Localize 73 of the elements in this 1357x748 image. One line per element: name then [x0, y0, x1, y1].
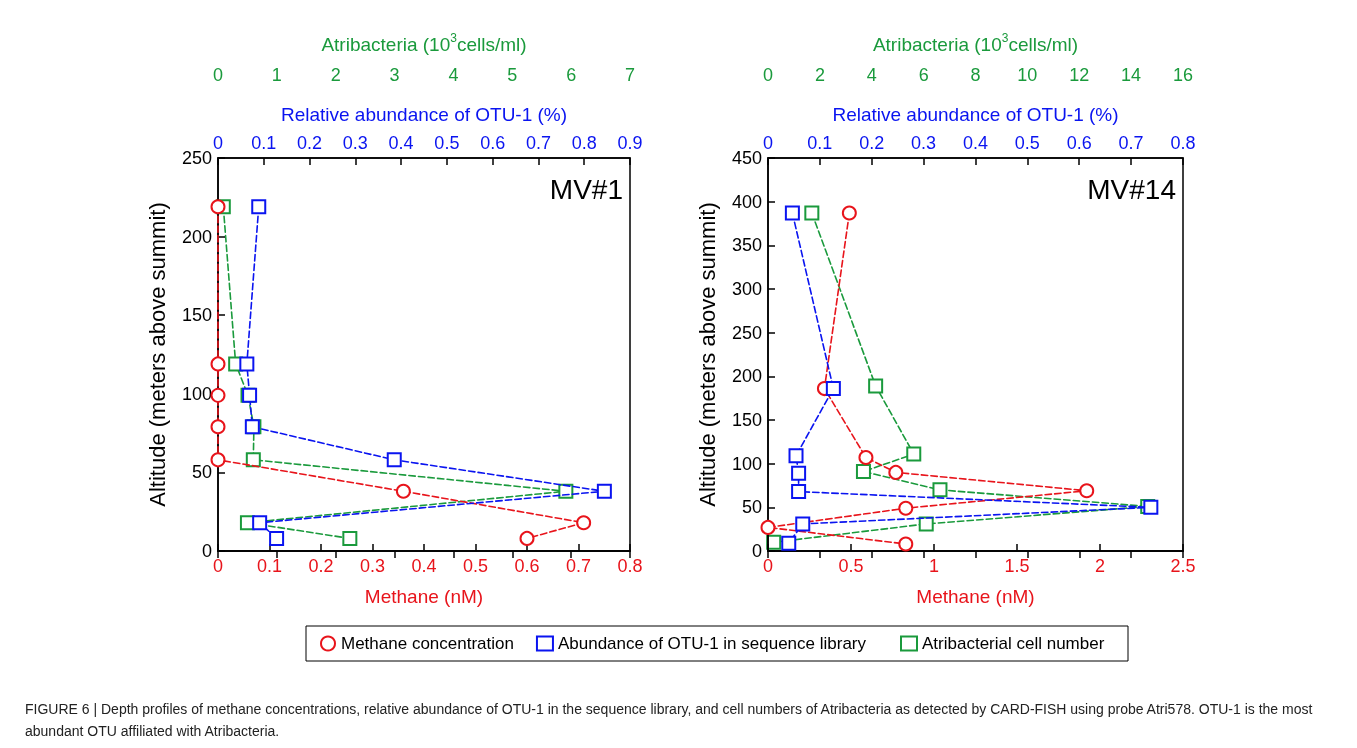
x-tick-label: 1.5 [1004, 556, 1030, 576]
y-tick-label: 50 [191, 462, 212, 483]
x2-tick-label: 0.1 [807, 133, 833, 153]
x2-tick-label: 0.2 [859, 133, 885, 153]
x-tick-label: 1 [928, 556, 940, 576]
x2-tick-label: 0.9 [617, 133, 643, 153]
x2-tick-label: 0.5 [434, 133, 460, 153]
x-tick-label: 2 [1094, 556, 1106, 576]
x2-tick-label: 0.4 [388, 133, 414, 153]
y-tick-label: 100 [731, 453, 762, 474]
x-tick-label: 0.7 [565, 556, 592, 576]
x-tick-label: 8 [970, 65, 981, 85]
text: MV#1 [549, 173, 623, 205]
x2-tick-label: 0.6 [1066, 133, 1092, 153]
y-tick-label: 0 [201, 541, 212, 561]
x-axis-title: Methane (nM) [364, 586, 484, 607]
x-tick-label: 3 [389, 65, 400, 85]
y-tick-label: 0 [751, 541, 762, 561]
text: MV#14 [1087, 173, 1176, 205]
x-tick-label: 14 [1121, 65, 1142, 85]
x-tick-label: 6 [566, 65, 577, 85]
legend-label: Abundance of OTU-1 in sequence library [557, 634, 867, 653]
x-axis-title: Methane (nM) [916, 586, 1035, 607]
x2-tick-label: 0.7 [525, 133, 551, 153]
x-tick-label: 6 [918, 65, 929, 85]
x-tick-label: 7 [624, 65, 636, 85]
x-tick-label: 2.5 [1170, 556, 1196, 576]
x-tick-label: 10 [1017, 65, 1038, 85]
x2-tick-label: 0.1 [251, 133, 277, 153]
y-tick-label: 250 [181, 148, 212, 168]
y-tick-label: 150 [181, 305, 212, 326]
legend-label: Methane concentration [341, 634, 514, 653]
y-axis-title: Altitude (meters above summit) [144, 202, 170, 507]
x-tick-label: 2 [814, 65, 825, 85]
x2-tick-label: 0.8 [1170, 133, 1196, 153]
x2-tick-label: 0.3 [342, 133, 368, 153]
x-tick-label: 12 [1069, 65, 1090, 85]
x2-tick-label: 0.6 [480, 133, 506, 153]
x-tick-label: 0.3 [359, 556, 386, 576]
x2-tick-label: 0.3 [911, 133, 937, 153]
x-tick-label: 1 [271, 65, 282, 85]
x-tick-label: 0.5 [838, 556, 864, 576]
x-tick-label: 2 [330, 65, 341, 85]
legend-label: Atribacterial cell number [922, 634, 1105, 653]
x2-tick-label: 0.8 [571, 133, 597, 153]
y-tick-label: 350 [731, 235, 762, 256]
caption: FIGURE 6 | Depth profiles of methane concentrations, relative abundance of OTU-1 in the sequence library, and cell numbers of Atribacteria as detected by CARD-FISH using probe Atri578. OTU-1 is the most abundant OTU affiliated with Atribacteria. [25, 701, 1317, 739]
x2-axis-title: Relative abundance of OTU-1 (%) [280, 104, 568, 125]
x-tick-label: 4 [866, 65, 877, 85]
y-tick-label: 200 [731, 366, 762, 387]
x2-tick-label: 0.7 [1118, 133, 1144, 153]
x-tick-label: 0.5 [462, 556, 489, 576]
x-tick-label: 5 [507, 65, 518, 85]
x2-axis-title: Relative abundance of OTU-1 (%) [832, 104, 1119, 125]
x-tick-label: 0.6 [514, 556, 540, 576]
y-tick-label: 300 [731, 279, 762, 299]
x-tick-label: 0.4 [411, 556, 437, 576]
y-tick-label: 150 [731, 410, 762, 430]
y-tick-label: 100 [181, 383, 212, 404]
x-tick-label: 0.8 [617, 556, 643, 576]
x2-tick-label: 0.2 [297, 133, 323, 153]
y-axis-title: Altitude (meters above summit) [694, 202, 720, 507]
y-tick-label: 50 [741, 497, 762, 518]
y-tick-label: 400 [731, 191, 762, 212]
y-tick-label: 250 [731, 322, 762, 343]
x-tick-label: 4 [448, 65, 459, 85]
x-tick-label: 16 [1172, 65, 1194, 85]
x2-tick-label: 0.4 [962, 133, 989, 153]
y-tick-label: 450 [731, 148, 762, 168]
x-tick-label: 0.2 [308, 556, 334, 576]
y-tick-label: 200 [181, 226, 212, 247]
x2-tick-label: 0.5 [1014, 133, 1040, 153]
x-tick-label: 0.1 [256, 556, 283, 576]
